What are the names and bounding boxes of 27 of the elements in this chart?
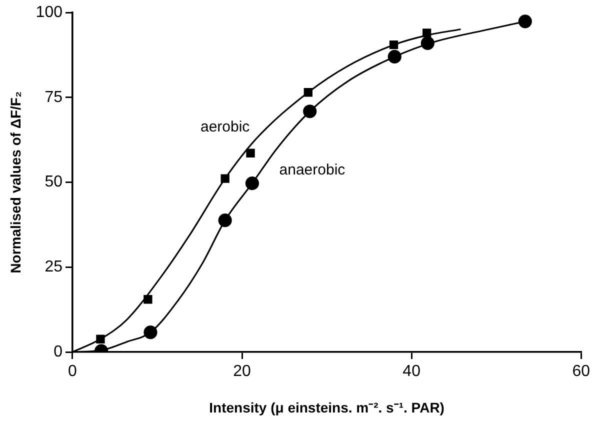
series-label: anaerobic [279,161,346,178]
x-tick-label: 40 [402,363,421,380]
point [304,88,312,97]
point [144,295,152,304]
point [246,148,255,158]
point [245,176,260,190]
point [96,334,105,344]
y-tick-label: 0 [54,343,63,360]
x-tick-label: 0 [68,363,78,380]
y-axis-title: Normalised values of ΔF/F₂ [7,91,24,274]
point [220,174,230,183]
point [303,104,317,118]
point [518,14,532,28]
point [218,214,232,228]
y-tick-label: 75 [44,88,63,106]
x-tick-label: 60 [572,363,590,380]
point [420,36,434,50]
y-tick-label: 25 [44,258,63,276]
point [389,40,398,50]
point [144,326,158,340]
point [388,50,402,64]
y-tick-label: 100 [36,4,63,22]
x-tick-label: 20 [233,363,252,380]
point [422,28,432,38]
series-label: aerobic [200,118,250,136]
x-axis-title: Intensity (μ einsteins. m⁻². s⁻¹. PAR) [209,399,444,416]
y-tick-label: 50 [44,174,63,191]
